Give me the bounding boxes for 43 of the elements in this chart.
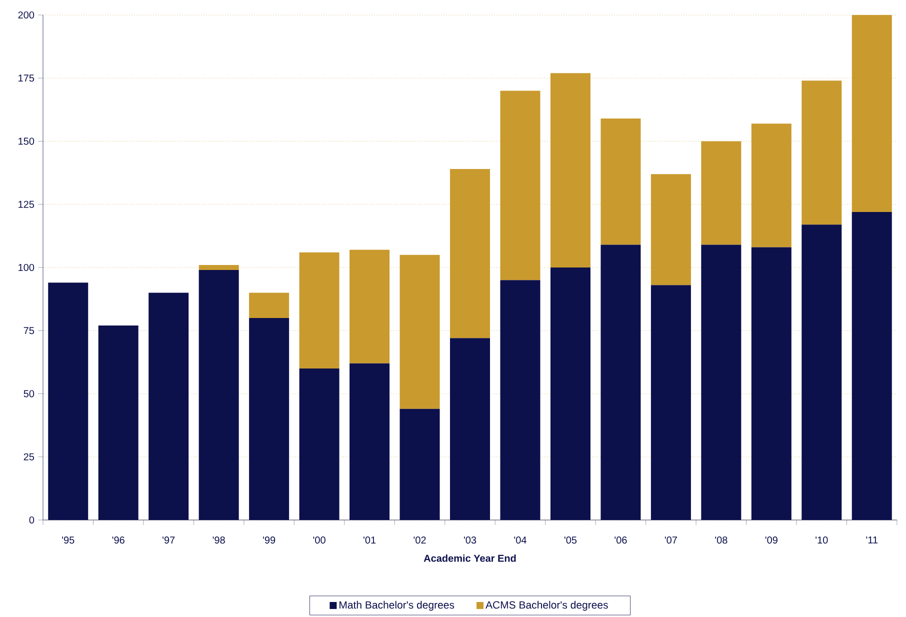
x-tick-label: '98 — [212, 536, 225, 544]
bar — [650, 174, 691, 286]
x-tick-label: '96 — [112, 536, 124, 544]
bar — [701, 141, 742, 245]
x-tick-label: '04 — [514, 536, 526, 544]
y-tick-label: 150 — [18, 138, 34, 145]
y-tick-label: 175 — [18, 74, 34, 82]
bar — [500, 90, 540, 280]
x-tick-label: '97 — [162, 536, 175, 544]
x-tick-label: '11 — [866, 536, 878, 544]
bar — [249, 292, 290, 318]
x-tick-label: '06 — [614, 536, 627, 544]
bar — [550, 73, 590, 268]
x-tick-label: '99 — [263, 536, 276, 544]
y-tick-label: 0 — [29, 516, 34, 524]
x-tick-label: '07 — [664, 536, 677, 544]
y-tick-label: 200 — [18, 11, 34, 19]
bar — [400, 254, 440, 409]
bar — [198, 264, 239, 270]
x-tick-label: '09 — [765, 536, 778, 544]
bar — [852, 14, 892, 212]
x-tick-label: '95 — [62, 536, 74, 544]
bar — [299, 252, 340, 368]
x-tick-label: '00 — [313, 536, 326, 544]
y-tick-label: 100 — [18, 264, 34, 272]
y-tick-label: 125 — [18, 200, 34, 208]
y-tick-label: 50 — [24, 390, 34, 398]
y-tick-label: 25 — [24, 453, 34, 460]
legend-label: ACMS Bachelor's degrees — [486, 600, 608, 611]
x-axis-title: Academic Year End — [424, 554, 516, 562]
bar — [802, 80, 842, 225]
y-tick-label: 75 — [24, 327, 34, 334]
x-tick-label: '08 — [715, 536, 728, 544]
x-tick-label: '02 — [414, 536, 426, 544]
x-tick-label: '10 — [816, 536, 828, 544]
x-tick-label: '05 — [564, 536, 577, 544]
bar — [450, 169, 490, 338]
legend-label: Math Bachelor's degrees — [340, 600, 454, 611]
bar — [751, 124, 792, 248]
bar — [350, 250, 390, 364]
bar — [600, 118, 641, 245]
x-tick-label: '03 — [464, 536, 476, 544]
x-tick-label: '01 — [364, 536, 376, 544]
